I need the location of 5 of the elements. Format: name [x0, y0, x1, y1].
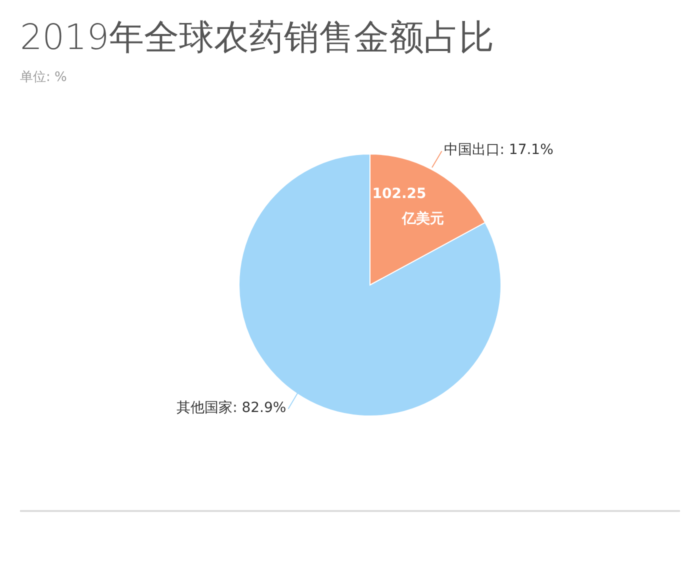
chart-title: 2019年全球农药销售金额占比 — [20, 17, 494, 60]
text: 102.25 亿美元 — [372, 186, 444, 228]
slice-label: 中国出口: 17.1% — [444, 142, 554, 158]
text: 单位: % — [20, 69, 67, 86]
slice-label: 其他国家: 82.9% — [176, 400, 286, 416]
